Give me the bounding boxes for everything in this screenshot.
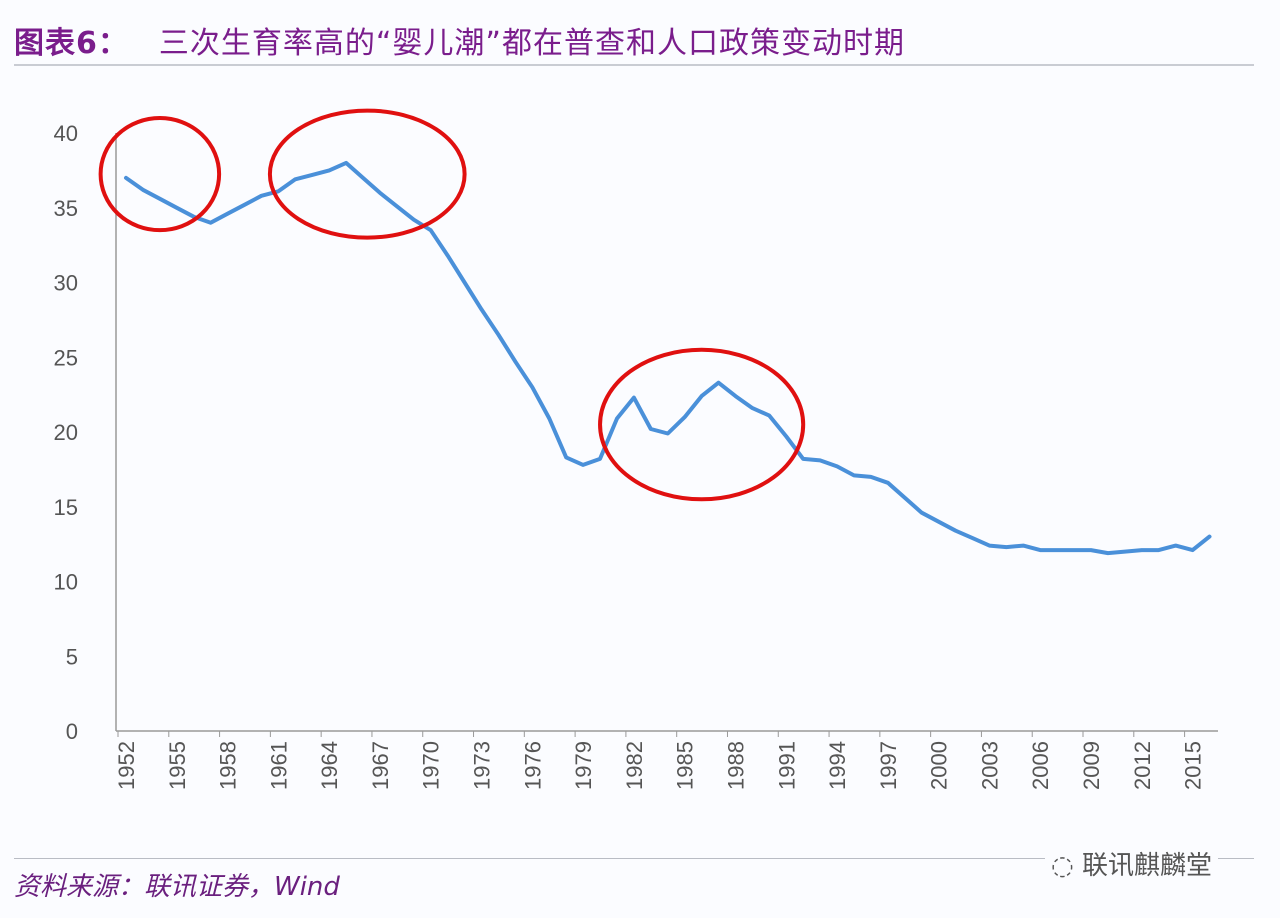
x-tick-label: 1964 [317,741,342,790]
source-note: 资料来源：联讯证券，Wind [14,872,340,902]
x-tick-label: 2003 [977,741,1002,790]
x-tick-label: 1967 [368,741,393,790]
watermark-logo: ◌ 联讯麒麟堂 [1045,845,1218,882]
y-tick-label: 0 [66,719,78,744]
highlight-ellipse [98,116,222,233]
x-tick-label: 1979 [571,741,596,790]
x-tick-label: 1976 [520,741,545,790]
x-tick-label: 1970 [419,741,444,790]
y-tick-label: 35 [54,196,78,221]
highlight-ellipse [598,347,806,502]
x-tick-label: 2015 [1181,741,1206,790]
y-tick-label: 10 [54,570,78,595]
y-tick-label: 20 [54,420,78,445]
x-tick-label: 1982 [622,741,647,790]
highlight-ellipse [267,108,467,240]
watermark-text: 联讯麒麟堂 [1081,851,1212,881]
source-divider [14,858,1254,859]
title-divider [14,64,1254,66]
y-tick-label: 15 [54,495,78,520]
x-tick-label: 1955 [165,741,190,790]
x-tick-label: 1985 [673,741,698,790]
figure-title: 三次生育率高的“婴儿潮”都在普查和人口政策变动时期 [158,26,905,61]
x-tick-label: 1958 [216,741,241,790]
x-tick-label: 1961 [266,741,291,790]
x-tick-label: 1973 [470,741,495,790]
x-tick-label: 2000 [927,741,952,790]
x-tick-label: 1952 [114,741,139,790]
y-tick-label: 5 [66,644,78,669]
y-tick-label: 30 [54,271,78,296]
chart-title: 图表6： 三次生育率高的“婴儿潮”都在普查和人口政策变动时期 [14,18,905,62]
x-tick-label: 1997 [876,741,901,790]
x-tick-label: 2006 [1028,741,1053,790]
figure-label: 图表6： [14,26,129,61]
x-tick-label: 1988 [723,741,748,790]
x-tick-label: 2012 [1130,741,1155,790]
y-tick-label: 25 [54,345,78,370]
x-tick-label: 1991 [774,741,799,790]
y-tick-label: 40 [54,121,78,146]
x-tick-label: 2009 [1079,741,1104,790]
x-tick-label: 1994 [825,741,850,790]
